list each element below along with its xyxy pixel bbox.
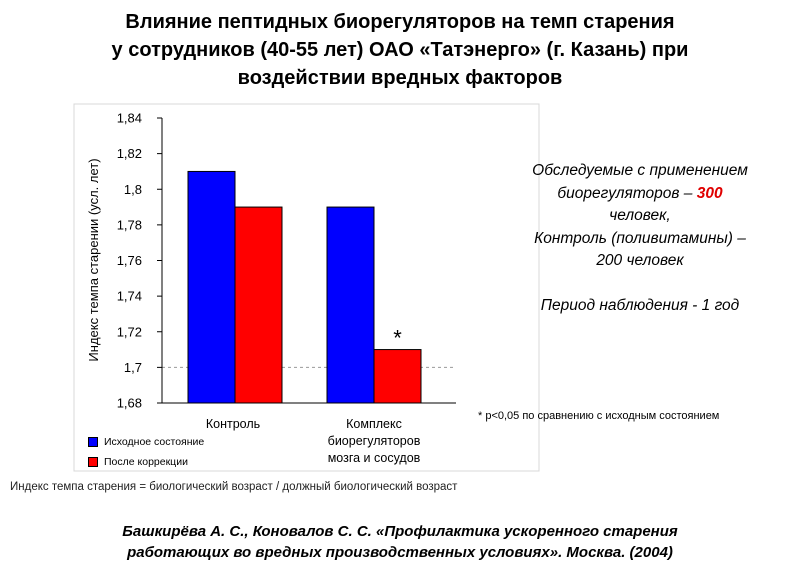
info-line-5: 200 человек	[596, 252, 684, 269]
significance-footnote: * p<0,05 по сравнению с исходным состоян…	[478, 410, 720, 422]
reference: Башкирёва А. С., Коновалов С. С. «Профил…	[0, 521, 800, 563]
y-tick-label: 1,7	[124, 360, 142, 375]
y-tick-label: 1,68	[117, 396, 142, 411]
info-line-6: Период наблюдения - 1 год	[540, 296, 740, 314]
title-line-3: воздействии вредных факторов	[237, 67, 563, 89]
slide-title: Влияние пептидных биорегуляторов на темп…	[0, 8, 800, 92]
info-spacer	[490, 273, 790, 295]
x-category-label: биорегуляторов	[328, 434, 421, 448]
study-info: Обследуемые с применением биорегуляторов…	[490, 160, 790, 317]
info-line-2: биорегуляторов – 300	[490, 183, 790, 206]
legend-label-series-2: После коррекции	[104, 456, 188, 468]
y-tick-label: 1,72	[117, 324, 142, 339]
y-tick-label: 1,8	[124, 182, 142, 197]
legend-item-series-1: Исходное состояние	[88, 432, 204, 452]
y-tick-label: 1,74	[117, 289, 142, 304]
bar-initial-1	[187, 170, 236, 404]
bar-initial-2	[326, 206, 375, 404]
legend-swatch-series-1	[88, 437, 98, 447]
legend-label-series-1: Исходное состояние	[104, 436, 205, 448]
info-line-2-prefix: биорегуляторов –	[557, 184, 697, 202]
x-category-label: Контроль	[206, 417, 260, 431]
y-axis-label: Индекс темпа старении (усл. лет)	[86, 158, 101, 361]
info-line-1: Обследуемые с применением	[532, 162, 748, 179]
reference-line-1: Башкирёва А. С., Коновалов С. С. «Профил…	[122, 523, 678, 540]
sample-size-number: 300	[696, 184, 723, 202]
info-line-4: Контроль (поливитамины) –	[534, 229, 746, 247]
y-tick-label: 1,78	[117, 217, 142, 232]
y-tick-label: 1,84	[117, 111, 142, 126]
chart-frame	[73, 103, 540, 472]
bar-after-2	[373, 349, 422, 404]
y-tick-label: 1,76	[117, 253, 142, 268]
chart-legend: Исходное состояние После коррекции	[88, 432, 204, 472]
legend-item-series-2: После коррекции	[88, 452, 204, 472]
info-line-3: человек,	[609, 207, 671, 224]
title-line-1: Влияние пептидных биорегуляторов на темп…	[125, 11, 675, 33]
legend-swatch-series-2	[88, 457, 98, 467]
x-category-label: Комплекс	[346, 417, 402, 431]
significance-asterisk: *	[393, 326, 402, 351]
reference-line-2: работающих во вредных производственных у…	[127, 544, 673, 561]
y-tick-label: 1,82	[117, 146, 142, 161]
title-line-2: у сотрудников (40-55 лет) ОАО «Татэнерго…	[111, 39, 689, 61]
formula-note: Индекс темпа старения = биологический во…	[10, 481, 458, 493]
x-category-label: мозга и сосудов	[328, 451, 421, 465]
bar-after-1	[234, 206, 283, 404]
